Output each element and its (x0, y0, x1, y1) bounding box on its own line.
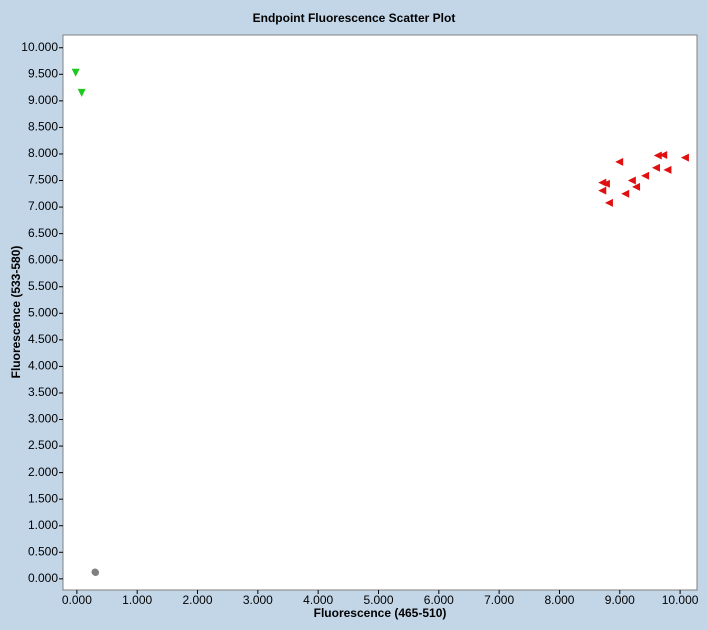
x-axis-label: Fluorescence (465-510) (314, 606, 447, 620)
point (598, 186, 607, 195)
y-tick-label: 0.000 (28, 571, 58, 585)
y-tick-label: 0.500 (28, 544, 58, 558)
x-tick-label: 6.000 (424, 593, 454, 607)
point (659, 151, 668, 160)
point (77, 88, 86, 97)
y-tick-label: 9.000 (28, 93, 58, 107)
x-tick-label: 1.000 (122, 593, 152, 607)
point (663, 165, 672, 174)
x-tick-label: 0.000 (62, 593, 92, 607)
y-tick-label: 7.500 (28, 173, 58, 187)
y-tick-label: 2.000 (28, 465, 58, 479)
x-tick-label: 8.000 (544, 593, 574, 607)
y-tick-label: 4.000 (28, 359, 58, 373)
chart-title: Endpoint Fluorescence Scatter Plot (253, 11, 456, 25)
y-tick-label: 1.000 (28, 518, 58, 532)
x-tick-label: 10.000 (662, 593, 699, 607)
y-tick-label: 6.500 (28, 226, 58, 240)
x-tick-label: 2.000 (183, 593, 213, 607)
x-tick-label: 9.000 (605, 593, 635, 607)
plot-area (62, 34, 698, 591)
y-tick-label: 5.500 (28, 279, 58, 293)
point (604, 198, 613, 207)
x-tick-label: 5.000 (363, 593, 393, 607)
y-tick-label: 7.000 (28, 199, 58, 213)
point (651, 163, 660, 172)
point (92, 568, 100, 576)
point (680, 153, 689, 162)
y-tick-label: 3.500 (28, 385, 58, 399)
point (627, 176, 636, 185)
point (641, 171, 650, 180)
y-tick-label: 4.500 (28, 332, 58, 346)
x-tick-label: 7.000 (484, 593, 514, 607)
point (621, 189, 630, 198)
y-tick-label: 9.500 (28, 66, 58, 80)
point (632, 182, 641, 191)
y-tick-label: 3.000 (28, 412, 58, 426)
point (653, 151, 662, 160)
x-tick-label: 3.000 (243, 593, 273, 607)
y-tick-label: 6.000 (28, 252, 58, 266)
y-axis-label: Fluorescence (533-580) (9, 246, 23, 379)
point (601, 179, 610, 188)
y-tick-label: 1.500 (28, 491, 58, 505)
x-tick-label: 4.000 (303, 593, 333, 607)
y-tick-label: 8.500 (28, 120, 58, 134)
y-tick-label: 8.000 (28, 146, 58, 160)
point (615, 157, 624, 166)
point (71, 68, 80, 77)
y-tick-label: 5.000 (28, 305, 58, 319)
y-tick-label: 2.500 (28, 438, 58, 452)
y-tick-label: 10.000 (21, 40, 58, 54)
